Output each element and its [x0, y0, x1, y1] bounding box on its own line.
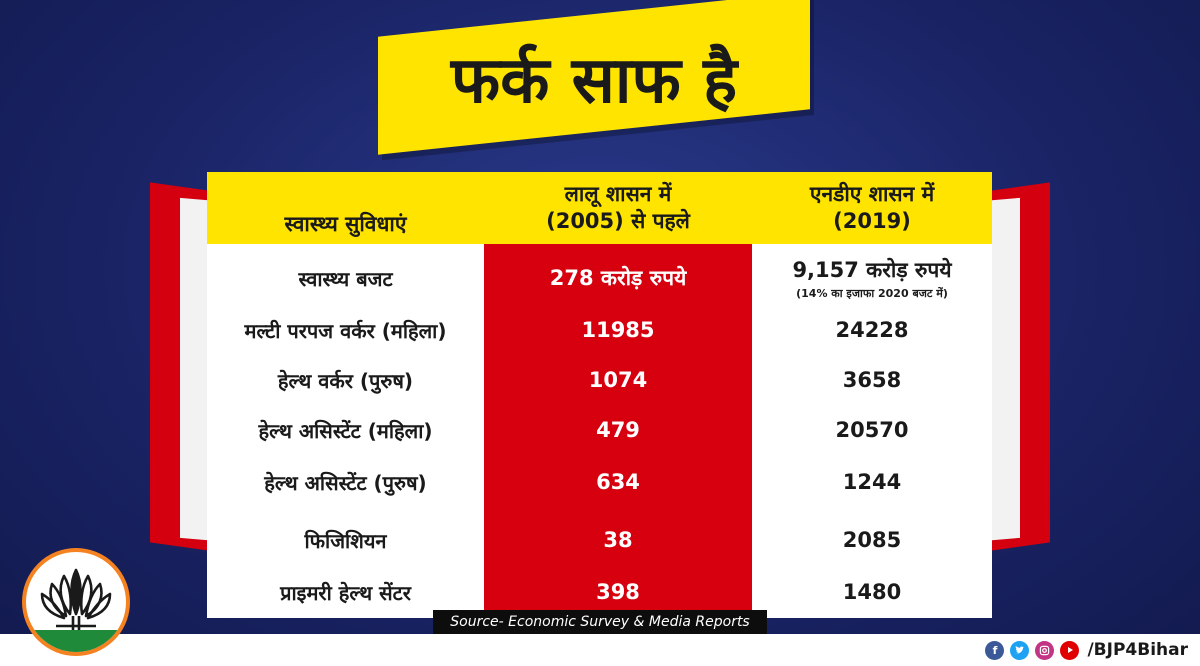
instagram-icon[interactable]	[1035, 640, 1055, 660]
logo-green-band	[26, 630, 126, 652]
row-before-value: 634	[596, 470, 640, 494]
social-links: f /BJP4Bihar	[985, 640, 1188, 660]
source-caption: Source- Economic Survey & Media Reports	[433, 610, 767, 634]
social-handle[interactable]: /BJP4Bihar	[1087, 640, 1188, 660]
row-after-value: 1244	[842, 470, 902, 494]
table-header: स्वास्थ्य सुविधाएं लालू शासन में (2005) …	[207, 172, 992, 244]
row-after-value: 2085	[842, 528, 902, 552]
header-facilities-label: स्वास्थ्य सुविधाएं	[284, 211, 407, 236]
table-row: हेल्थ वर्कर (पुरुष) 1074 3658	[207, 354, 992, 406]
row-label: मल्टी परपज वर्कर (महिला)	[244, 318, 447, 343]
header-facilities: स्वास्थ्य सुविधाएं	[207, 172, 484, 244]
row-label: स्वास्थ्य बजट	[298, 266, 393, 291]
row-label: हेल्थ असिस्टेंट (महिला)	[258, 418, 433, 443]
row-label: प्राइमरी हेल्थ सेंटर	[280, 580, 411, 605]
row-label: हेल्थ असिस्टेंट (पुरुष)	[264, 470, 427, 495]
table-row: हेल्थ असिस्टेंट (महिला) 479 20570	[207, 404, 992, 456]
header-before-2005: लालू शासन में (2005) से पहले	[484, 172, 752, 244]
bjp-lotus-logo	[22, 548, 130, 656]
row-after-value: 3658	[842, 368, 902, 392]
table-row: प्राइमरी हेल्थ सेंटर 398 1480	[207, 566, 992, 618]
header-before-line1: लालू शासन में	[564, 181, 672, 206]
row-after-value: 1480	[842, 580, 902, 604]
row-before-value: 1074	[588, 368, 648, 392]
table-row: फिजिशियन 38 2085	[207, 514, 992, 566]
header-before-line2: (2005) से पहले	[546, 209, 690, 233]
header-nda-line2: (2019)	[833, 209, 911, 233]
comparison-table: स्वास्थ्य सुविधाएं लालू शासन में (2005) …	[207, 172, 992, 618]
facebook-icon[interactable]: f	[985, 640, 1005, 660]
row-after-value: 9,157 करोड़ रुपये	[792, 257, 952, 282]
table-row: मल्टी परपज वर्कर (महिला) 11985 24228	[207, 304, 992, 356]
row-before-value: 479	[596, 418, 640, 442]
header-nda-2019: एनडीए शासन में (2019)	[752, 172, 992, 244]
table-row: स्वास्थ्य बजट 278 करोड़ रुपये 9,157 करोड…	[207, 252, 992, 304]
row-after-cell: 9,157 करोड़ रुपये (14% का इजाफा 2020 बजट…	[752, 252, 992, 304]
row-label: हेल्थ वर्कर (पुरुष)	[277, 368, 414, 393]
row-after-value: 20570	[835, 418, 909, 442]
headline: फर्क साफ है	[450, 43, 738, 118]
twitter-icon[interactable]	[1010, 640, 1030, 660]
row-before-value: 398	[596, 580, 640, 604]
header-nda-line1: एनडीए शासन में	[809, 181, 935, 206]
youtube-icon[interactable]	[1060, 640, 1080, 660]
row-label: फिजिशियन	[304, 528, 387, 553]
row-before-value: 278 करोड़ रुपये	[549, 266, 687, 290]
row-before-value: 38	[603, 528, 633, 552]
row-after-value: 24228	[835, 318, 909, 342]
table-row: हेल्थ असिस्टेंट (पुरुष) 634 1244	[207, 456, 992, 508]
row-after-note: (14% का इजाफा 2020 बजट में)	[796, 286, 948, 300]
row-before-value: 11985	[581, 318, 655, 342]
before-column-highlight	[484, 244, 752, 618]
